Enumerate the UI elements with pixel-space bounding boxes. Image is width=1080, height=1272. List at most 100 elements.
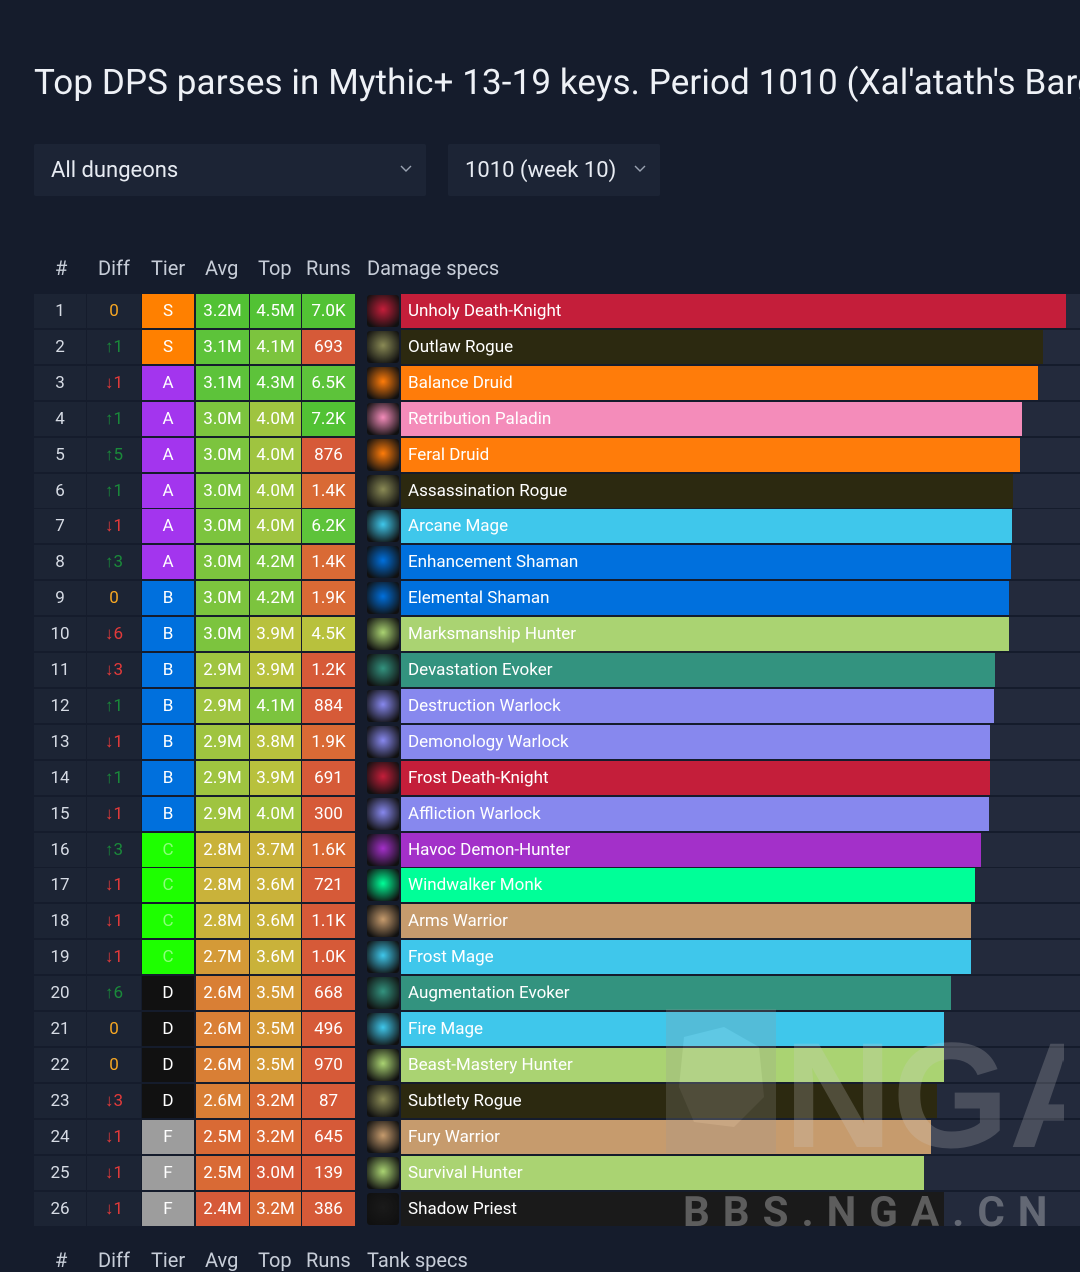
spec-bar-fill xyxy=(401,509,1012,544)
spec-bar[interactable]: Fury Warrior xyxy=(401,1119,1080,1154)
header-avg[interactable]: Avg xyxy=(205,1248,239,1272)
spec-bar[interactable]: Outlaw Rogue xyxy=(401,329,1080,364)
assassination-rogue-icon xyxy=(367,474,399,507)
header-avg[interactable]: Avg xyxy=(205,256,239,280)
table-row[interactable]: 14 ↑1 B 2.9M 3.9M 691 Frost Death-Knight xyxy=(34,760,1080,795)
header-tier[interactable]: Tier xyxy=(151,1248,186,1272)
diff-cell: 0 xyxy=(87,1012,141,1046)
frost-mage-icon xyxy=(367,941,399,974)
spec-bar[interactable]: Beast-Mastery Hunter xyxy=(401,1047,1080,1082)
runs-cell: 884 xyxy=(302,688,355,723)
spec-bar[interactable]: Augmentation Evoker xyxy=(401,976,1080,1011)
tier-cell: F xyxy=(142,1191,194,1226)
spec-bar[interactable]: Subtlety Rogue xyxy=(401,1083,1080,1118)
header-top[interactable]: Top xyxy=(258,256,292,280)
tier-cell: C xyxy=(142,940,194,975)
windwalker-monk-icon xyxy=(367,869,399,902)
spec-bar[interactable]: Fire Mage xyxy=(401,1012,1080,1046)
table-row[interactable]: 22 0 D 2.6M 3.5M 970 Beast-Mastery Hunter xyxy=(34,1047,1080,1082)
top-cell: 4.0M xyxy=(250,509,301,544)
spec-bar[interactable]: Unholy Death-Knight xyxy=(401,294,1080,328)
rank-cell: 5 xyxy=(34,437,86,472)
spec-bar[interactable]: Marksmanship Hunter xyxy=(401,617,1080,652)
dungeon-select-value: All dungeons xyxy=(51,157,179,183)
diff-cell: ↓1 xyxy=(87,365,141,400)
spec-bar[interactable]: Balance Druid xyxy=(401,365,1080,400)
spec-bar[interactable]: Elemental Shaman xyxy=(401,581,1080,616)
table-row[interactable]: 20 ↑6 D 2.6M 3.5M 668 Augmentation Evoker xyxy=(34,976,1080,1011)
spec-bar[interactable]: Survival Hunter xyxy=(401,1155,1080,1190)
table-row[interactable]: 24 ↓1 F 2.5M 3.2M 645 Fury Warrior xyxy=(34,1119,1080,1154)
table-row[interactable]: 10 ↓6 B 3.0M 3.9M 4.5K Marksmanship Hunter xyxy=(34,617,1080,652)
survival-hunter-icon xyxy=(367,1156,399,1189)
header-diff[interactable]: Diff xyxy=(98,1248,130,1272)
header-top[interactable]: Top xyxy=(258,1248,292,1272)
spec-bar[interactable]: Destruction Warlock xyxy=(401,688,1080,723)
table-row[interactable]: 5 ↑5 A 3.0M 4.0M 876 Feral Druid xyxy=(34,437,1080,472)
table-row[interactable]: 19 ↓1 C 2.7M 3.6M 1.0K Frost Mage xyxy=(34,940,1080,975)
avg-cell: 3.0M xyxy=(196,437,249,472)
table-row[interactable]: 26 ↓1 F 2.4M 3.2M 386 Shadow Priest xyxy=(34,1191,1080,1226)
table-row[interactable]: 13 ↓1 B 2.9M 3.8M 1.9K Demonology Warlock xyxy=(34,724,1080,759)
header-rank[interactable]: # xyxy=(55,256,68,280)
tier-cell: A xyxy=(142,401,194,436)
spec-name: Affliction Warlock xyxy=(408,803,541,824)
diff-cell: ↓1 xyxy=(87,796,141,831)
top-cell: 3.5M xyxy=(250,1047,301,1082)
tier-cell: S xyxy=(142,294,194,328)
table-row[interactable]: 9 0 B 3.0M 4.2M 1.9K Elemental Shaman xyxy=(34,581,1080,616)
diff-cell: ↓1 xyxy=(87,940,141,975)
spec-bar[interactable]: Frost Mage xyxy=(401,940,1080,975)
spec-bar[interactable]: Affliction Warlock xyxy=(401,796,1080,831)
spec-bar[interactable]: Havoc Demon-Hunter xyxy=(401,832,1080,867)
rank-cell: 12 xyxy=(34,688,86,723)
spec-bar-fill xyxy=(401,688,994,723)
table-row[interactable]: 23 ↓3 D 2.6M 3.2M 87 Subtlety Rogue xyxy=(34,1083,1080,1118)
table-row[interactable]: 25 ↓1 F 2.5M 3.0M 139 Survival Hunter xyxy=(34,1155,1080,1190)
spec-bar[interactable]: Shadow Priest xyxy=(401,1191,1080,1226)
rank-cell: 1 xyxy=(34,294,86,328)
header-specs: Tank specs xyxy=(367,1248,468,1272)
table-row[interactable]: 18 ↓1 C 2.8M 3.6M 1.1K Arms Warrior xyxy=(34,904,1080,939)
table-row[interactable]: 7 ↓1 A 3.0M 4.0M 6.2K Arcane Mage xyxy=(34,509,1080,544)
avg-cell: 2.6M xyxy=(196,1012,249,1046)
table-row[interactable]: 2 ↑1 S 3.1M 4.1M 693 Outlaw Rogue xyxy=(34,329,1080,364)
header-tier[interactable]: Tier xyxy=(151,256,186,280)
header-diff[interactable]: Diff xyxy=(98,256,130,280)
spec-name: Devastation Evoker xyxy=(408,660,553,680)
header-runs[interactable]: Runs xyxy=(306,1248,351,1272)
tier-cell: F xyxy=(142,1155,194,1190)
table-row[interactable]: 12 ↑1 B 2.9M 4.1M 884 Destruction Warlock xyxy=(34,688,1080,723)
spec-bar[interactable]: Arms Warrior xyxy=(401,904,1080,939)
spec-bar[interactable]: Feral Druid xyxy=(401,437,1080,472)
spec-bar[interactable]: Windwalker Monk xyxy=(401,868,1080,903)
header-rank[interactable]: # xyxy=(55,1248,68,1272)
dungeon-select[interactable]: All dungeons xyxy=(34,144,426,196)
spec-bar[interactable]: Devastation Evoker xyxy=(401,653,1080,687)
table-row[interactable]: 8 ↑3 A 3.0M 4.2M 1.4K Enhancement Shaman xyxy=(34,545,1080,580)
table-row[interactable]: 11 ↓3 B 2.9M 3.9M 1.2K Devastation Evoker xyxy=(34,653,1080,687)
top-cell: 3.6M xyxy=(250,868,301,903)
spec-bar[interactable]: Arcane Mage xyxy=(401,509,1080,544)
spec-bar[interactable]: Demonology Warlock xyxy=(401,724,1080,759)
period-select[interactable]: 1010 (week 10) xyxy=(448,144,660,196)
top-cell: 3.8M xyxy=(250,724,301,759)
table-row[interactable]: 3 ↓1 A 3.1M 4.3M 6.5K Balance Druid xyxy=(34,365,1080,400)
table-row[interactable]: 6 ↑1 A 3.0M 4.0M 1.4K Assassination Rogue xyxy=(34,473,1080,508)
spec-bar-fill xyxy=(401,976,951,1011)
diff-cell: ↑1 xyxy=(87,760,141,795)
spec-bar[interactable]: Retribution Paladin xyxy=(401,401,1080,436)
spec-bar[interactable]: Assassination Rogue xyxy=(401,473,1080,508)
table-row[interactable]: 17 ↓1 C 2.8M 3.6M 721 Windwalker Monk xyxy=(34,868,1080,903)
table-row[interactable]: 15 ↓1 B 2.9M 4.0M 300 Affliction Warlock xyxy=(34,796,1080,831)
avg-cell: 2.6M xyxy=(196,1047,249,1082)
spec-bar[interactable]: Frost Death-Knight xyxy=(401,760,1080,795)
table-row[interactable]: 21 0 D 2.6M 3.5M 496 Fire Mage xyxy=(34,1012,1080,1046)
table-row[interactable]: 1 0 S 3.2M 4.5M 7.0K Unholy Death-Knight xyxy=(34,294,1080,328)
table-row[interactable]: 16 ↑3 C 2.8M 3.7M 1.6K Havoc Demon-Hunter xyxy=(34,832,1080,867)
table-row[interactable]: 4 ↑1 A 3.0M 4.0M 7.2K Retribution Paladin xyxy=(34,401,1080,436)
spec-bar[interactable]: Enhancement Shaman xyxy=(401,545,1080,580)
diff-cell: ↓1 xyxy=(87,868,141,903)
spec-name: Augmentation Evoker xyxy=(408,983,570,1004)
header-runs[interactable]: Runs xyxy=(306,256,351,280)
